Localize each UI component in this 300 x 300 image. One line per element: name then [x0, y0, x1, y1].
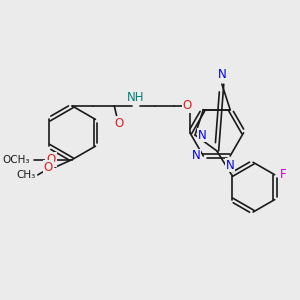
Text: O: O	[44, 161, 53, 174]
Text: N: N	[218, 68, 226, 81]
Text: O: O	[115, 117, 124, 130]
Text: CH₃: CH₃	[16, 170, 36, 180]
Text: N: N	[192, 149, 200, 163]
Text: OCH₃: OCH₃	[3, 154, 30, 165]
Text: N: N	[198, 129, 207, 142]
Text: NH: NH	[127, 91, 144, 104]
Text: N: N	[226, 159, 235, 172]
Text: O: O	[46, 153, 56, 166]
Text: O: O	[182, 100, 192, 112]
Text: F: F	[279, 168, 286, 181]
